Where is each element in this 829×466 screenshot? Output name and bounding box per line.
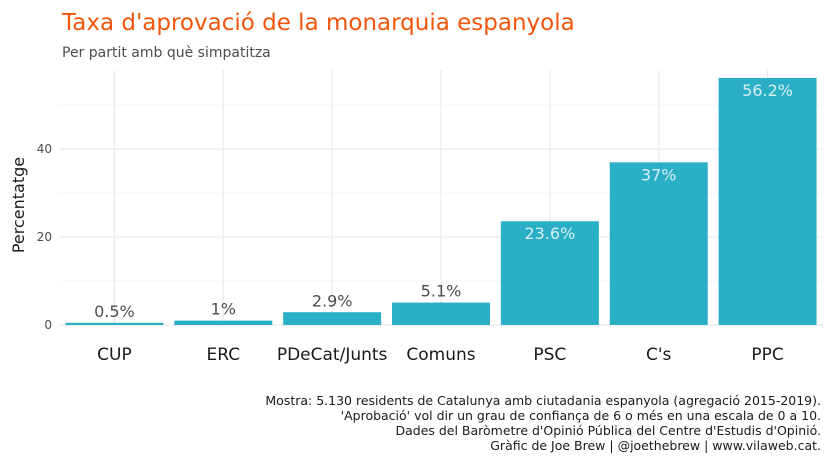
bar — [609, 162, 708, 325]
data-label: 23.6% — [524, 224, 575, 243]
bar — [283, 312, 382, 325]
bar — [500, 221, 599, 325]
y-tick-label: 40 — [37, 142, 52, 156]
y-tick-label: 20 — [37, 230, 52, 244]
bar — [174, 320, 273, 325]
bar — [718, 77, 817, 326]
x-tick-label: CUP — [97, 345, 132, 365]
caption-line: Mostra: 5.130 residents de Catalunya amb… — [265, 393, 821, 408]
plot-area: 0 20 40 0.5% CUP 1% ERC 2.9% PDeCat/Junts 5.1% Com… — [37, 70, 822, 365]
x-tick-label: PPC — [751, 345, 783, 365]
chart-title: Taxa d'aprovació de la monarquia espanyo… — [61, 10, 575, 36]
bar — [65, 322, 164, 325]
y-tick-label: 0 — [44, 318, 52, 332]
x-tick-label: C's — [646, 345, 672, 365]
caption: Mostra: 5.130 residents de Catalunya amb… — [265, 393, 821, 453]
data-label: 37% — [641, 165, 677, 184]
chart-subtitle: Per partit amb què simpatitza — [62, 45, 271, 61]
data-label: 1% — [211, 300, 236, 319]
x-tick-label: PSC — [533, 345, 566, 365]
caption-line: Gràfic de Joe Brew | @joethebrew | www.v… — [490, 438, 821, 453]
data-label: 0.5% — [94, 302, 135, 321]
caption-line: Dades del Baròmetre d'Opinió Pública del… — [395, 423, 821, 438]
data-label: 56.2% — [742, 81, 793, 100]
x-tick-label: PDeCat/Junts — [277, 345, 388, 365]
x-tick-label: ERC — [206, 345, 240, 365]
data-label: 5.1% — [421, 282, 462, 301]
y-axis-label: Percentatge — [9, 157, 28, 253]
x-tick-label: Comuns — [406, 345, 475, 365]
data-label: 2.9% — [312, 291, 353, 310]
caption-line: 'Aprobació' vol dir un grau de confiança… — [341, 408, 821, 423]
bar — [392, 302, 490, 325]
